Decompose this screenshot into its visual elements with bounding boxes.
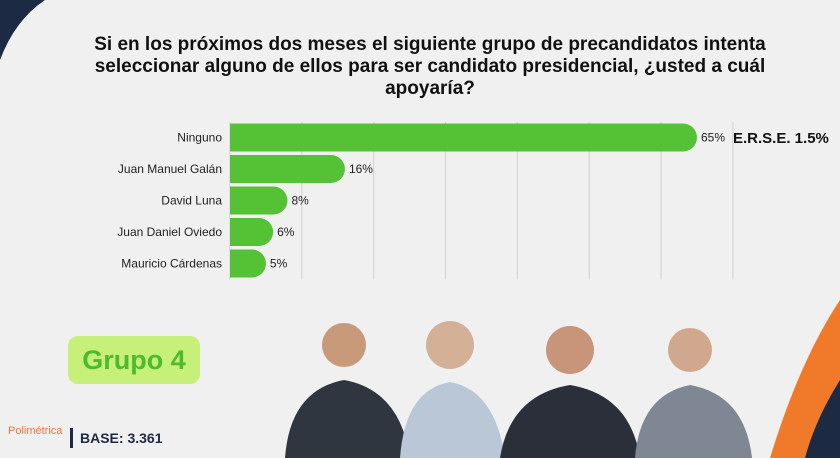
category-label: Juan Daniel Oviedo <box>117 225 222 239</box>
polimetrica-logo: Polimétrica <box>8 425 63 437</box>
chart-title: Si en los próximos dos meses el siguient… <box>94 34 766 99</box>
bar <box>230 155 345 183</box>
category-label: Mauricio Cárdenas <box>121 257 222 271</box>
category-label: Ninguno <box>177 131 222 145</box>
base-label: BASE: 3.361 <box>80 430 163 446</box>
bar <box>230 249 266 278</box>
data-label: 16% <box>349 162 373 176</box>
data-label: 5% <box>270 257 288 271</box>
divider <box>70 428 73 448</box>
candidate-photos <box>285 321 752 458</box>
bar <box>230 123 698 152</box>
bar <box>230 218 274 246</box>
erse-label: E.R.S.E. 1.5% <box>733 130 829 147</box>
data-label: 8% <box>291 194 309 208</box>
category-label: Juan Manuel Galán <box>118 162 222 176</box>
group-badge: Grupo 4 <box>68 336 200 384</box>
data-label: 6% <box>277 225 295 239</box>
bar <box>230 186 288 215</box>
category-label: David Luna <box>161 194 222 208</box>
data-label: 65% <box>701 131 725 145</box>
